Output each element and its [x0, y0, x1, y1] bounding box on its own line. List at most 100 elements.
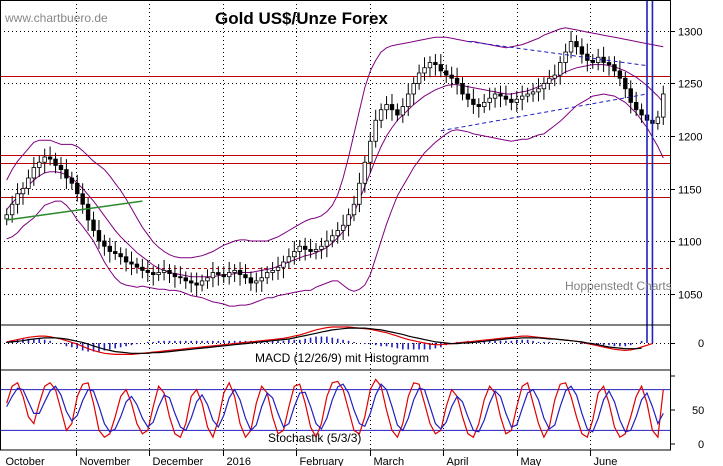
- candle-body: [492, 93, 498, 99]
- candle-body: [351, 203, 357, 216]
- candle-body: [31, 167, 37, 179]
- x-tick-label: June: [594, 456, 618, 466]
- candle-body: [292, 251, 297, 258]
- candle-body: [237, 269, 243, 275]
- candle-body: [411, 83, 416, 95]
- candle-body: [129, 261, 134, 265]
- candle-body: [69, 177, 75, 184]
- candle-body: [183, 277, 188, 282]
- macd-tick-label: 0: [698, 338, 704, 350]
- stochastic-title: Stochastik (5/3/3): [268, 431, 361, 445]
- candle-body: [465, 93, 471, 100]
- candle-body: [514, 98, 519, 103]
- candle-body: [368, 140, 373, 163]
- candle-body: [37, 161, 42, 168]
- candle-body: [259, 277, 264, 282]
- bollinger-middle: [6, 64, 664, 278]
- candle-body: [324, 240, 330, 247]
- candle-body: [433, 62, 438, 65]
- candle-body: [113, 251, 118, 254]
- candle-body: [606, 62, 612, 65]
- candle-body: [536, 88, 541, 93]
- watermark-text: www.chartbuero.de: [4, 11, 108, 25]
- candle-body: [427, 62, 433, 69]
- candle-body: [85, 203, 91, 221]
- candle-body: [123, 256, 129, 263]
- candle-body: [568, 41, 574, 53]
- candle-body: [661, 93, 666, 118]
- candle-body: [58, 164, 64, 170]
- candle-body: [53, 158, 58, 166]
- candle-body: [406, 93, 411, 107]
- x-tick-label: November: [80, 456, 131, 466]
- candle-body: [118, 253, 123, 258]
- candle-body: [156, 272, 161, 275]
- y-tick-label: 1300: [678, 27, 702, 39]
- candle-body: [275, 266, 281, 271]
- candle-body: [525, 93, 530, 97]
- candle-body: [416, 72, 422, 84]
- candle-body: [574, 41, 579, 48]
- stochastic-tick-label: 50: [692, 405, 704, 417]
- candle-body: [357, 182, 362, 205]
- candle-body: [15, 193, 20, 205]
- candle-body: [335, 230, 340, 237]
- candle-body: [199, 280, 205, 286]
- x-tick-label: May: [521, 456, 542, 466]
- candle-body: [232, 269, 237, 273]
- bollinger-upper: [6, 27, 664, 259]
- x-tick-label: March: [374, 456, 405, 466]
- candle-body: [623, 77, 628, 90]
- candle-body: [302, 245, 308, 250]
- candle-body: [178, 276, 183, 279]
- candle-body: [167, 269, 172, 274]
- candle-body: [47, 156, 53, 160]
- candle-body: [20, 188, 26, 195]
- candle-body: [313, 248, 319, 252]
- x-tick-label: February: [300, 456, 345, 466]
- candle-body: [552, 74, 557, 79]
- candle-body: [64, 169, 69, 179]
- candle-body: [438, 64, 444, 72]
- macd-title: MACD (12/26/9) mit Histogramm: [255, 351, 429, 365]
- y-tick-label: 1250: [678, 79, 702, 91]
- candle-body: [340, 224, 346, 231]
- candle-body: [189, 280, 194, 284]
- bollinger-lower: [6, 93, 664, 307]
- candle-body: [96, 230, 102, 242]
- candle-body: [330, 235, 335, 242]
- candle-body: [9, 203, 15, 216]
- candle-body: [264, 272, 270, 279]
- candle-body: [248, 277, 254, 284]
- candle-body: [454, 77, 460, 84]
- price-panel: [0, 27, 670, 307]
- candle-body: [444, 70, 449, 76]
- candle-body: [617, 70, 623, 79]
- candle-body: [286, 256, 292, 263]
- x-tick-label: October: [6, 456, 45, 466]
- y-tick-label: 1050: [678, 290, 702, 302]
- y-tick-label: 1200: [678, 132, 702, 144]
- candle-body: [161, 269, 167, 273]
- candle-body: [145, 269, 150, 273]
- candle-body: [590, 60, 595, 63]
- candle-body: [270, 269, 275, 273]
- candle-body: [319, 245, 324, 250]
- candle-body: [151, 272, 156, 275]
- candle-body: [297, 245, 302, 252]
- candle-body: [487, 97, 492, 103]
- chart-title: Gold US$/Unze Forex: [215, 9, 388, 28]
- candle-body: [509, 98, 514, 103]
- candle-body: [140, 266, 145, 271]
- source-note: Hoppenstedt Charts: [565, 279, 672, 293]
- candle-body: [389, 104, 395, 111]
- candle-body: [482, 102, 487, 108]
- stochastic-k-line: [6, 378, 664, 439]
- candle-body: [216, 272, 221, 275]
- candle-body: [194, 282, 199, 286]
- candle-body: [520, 95, 525, 100]
- candle-body: [595, 56, 601, 63]
- candle-body: [579, 46, 585, 55]
- x-tick-label: April: [447, 456, 469, 466]
- candle-body: [547, 77, 552, 84]
